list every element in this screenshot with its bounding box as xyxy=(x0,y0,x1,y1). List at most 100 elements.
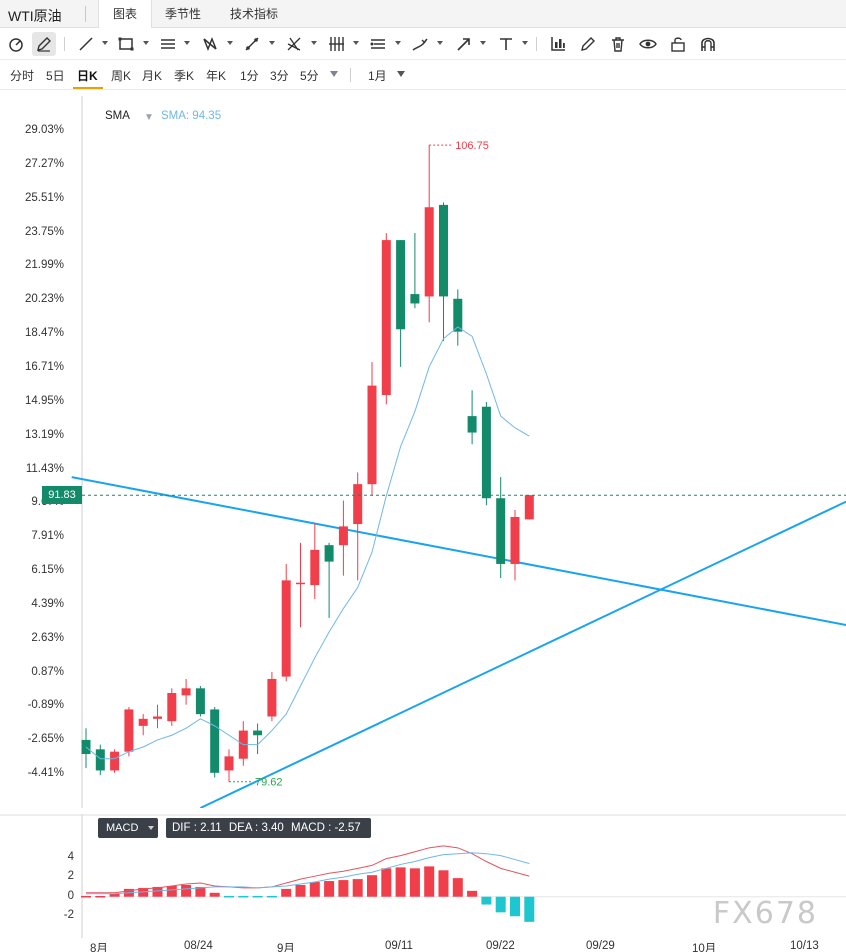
period-5day[interactable]: 5日 xyxy=(46,69,65,83)
magnet-icon[interactable] xyxy=(4,32,28,56)
y-tick-label: 7.91% xyxy=(31,530,64,543)
macd-histogram-bar xyxy=(524,896,535,922)
macd-histogram-bar xyxy=(109,893,120,897)
toolbar-divider xyxy=(64,37,65,51)
fibonacci-icon[interactable] xyxy=(324,32,348,56)
x-tick-label: 09/11 xyxy=(385,940,413,952)
x-tick-label: 8月 xyxy=(90,943,108,952)
top-tab-bar: WTI原油 图表 季节性 技术指标 xyxy=(0,0,846,28)
candle-body xyxy=(367,385,377,485)
tab-chart[interactable]: 图表 xyxy=(98,0,152,28)
trash-icon[interactable] xyxy=(606,32,630,56)
range-selector[interactable]: 1月 xyxy=(368,69,387,83)
y-tick-label: 14.95% xyxy=(24,394,64,407)
period-intraday[interactable]: 分时 xyxy=(10,69,35,83)
period-5min[interactable]: 5分 xyxy=(300,69,319,83)
pen-draw-icon[interactable] xyxy=(32,32,56,56)
candle-body xyxy=(524,495,534,520)
y-tick-label: 27.27% xyxy=(24,157,64,170)
chevron-down-icon[interactable] xyxy=(395,41,401,45)
candle-body xyxy=(467,416,477,433)
text-icon[interactable] xyxy=(494,32,518,56)
period-daily[interactable]: 日K xyxy=(77,69,98,83)
period-monthly[interactable]: 月K xyxy=(142,69,163,83)
brush-icon[interactable] xyxy=(408,32,432,56)
arrow-icon[interactable] xyxy=(452,32,476,56)
chevron-down-icon[interactable] xyxy=(184,41,190,45)
candle-body xyxy=(110,751,120,771)
tab-seasonality[interactable]: 季节性 xyxy=(164,7,201,21)
period-weekly[interactable]: 周K xyxy=(111,69,132,83)
sma-dropdown-chevron-icon[interactable]: ▼ xyxy=(144,112,154,123)
x-tick-label: 10/13 xyxy=(790,940,819,952)
sma-indicator-label[interactable]: SMA xyxy=(105,110,130,122)
gann-icon[interactable] xyxy=(282,32,306,56)
y-tick-label: 23.75% xyxy=(24,225,64,238)
candle-body xyxy=(439,204,448,297)
period-divider xyxy=(350,68,351,82)
candle-body xyxy=(510,517,520,564)
candle-body xyxy=(496,498,506,564)
macd-values-readout: DIF : 2.11 DEA : 3.40 MACD : -2.57 xyxy=(166,818,371,838)
macd-histogram-bar xyxy=(381,868,392,897)
period-1min[interactable]: 1分 xyxy=(240,69,259,83)
macd-histogram-bar xyxy=(152,886,163,897)
chevron-down-icon[interactable] xyxy=(102,41,108,45)
macd-histogram-bar xyxy=(295,884,306,897)
chevron-down-icon[interactable] xyxy=(143,41,149,45)
pattern-icon[interactable] xyxy=(198,32,222,56)
fork-icon[interactable] xyxy=(240,32,264,56)
measure-icon[interactable] xyxy=(366,32,390,56)
y-tick-label: 11.43% xyxy=(25,462,64,475)
macd-histogram-bar xyxy=(452,878,463,897)
macd-y-tick-label: -2 xyxy=(63,909,74,922)
y-tick-label: 21.99% xyxy=(24,259,64,272)
y-tick-label: 16.71% xyxy=(24,360,64,373)
chevron-down-icon[interactable] xyxy=(480,41,486,45)
active-period-indicator xyxy=(73,87,103,89)
y-tick-label: 25.51% xyxy=(24,191,64,204)
period-bar: 分时 5日 日K 周K 月K 季K 年K 1分 3分 5分 1月 xyxy=(0,60,846,90)
eye-icon[interactable] xyxy=(636,32,660,56)
x-tick-label: 09/22 xyxy=(486,940,515,952)
indicator-chart-icon[interactable] xyxy=(546,32,570,56)
magnet-snap-icon[interactable] xyxy=(696,32,720,56)
candle-body xyxy=(95,749,105,771)
pencil-icon[interactable] xyxy=(576,32,600,56)
candle-body xyxy=(381,240,391,395)
x-tick-label: 09/29 xyxy=(586,940,615,952)
period-yearly[interactable]: 年K xyxy=(206,69,227,83)
lock-icon[interactable] xyxy=(666,32,690,56)
candle-body xyxy=(481,406,491,499)
chevron-down-icon[interactable] xyxy=(227,41,233,45)
parallel-channel-icon[interactable] xyxy=(156,32,180,56)
tab-technical-indicators[interactable]: 技术指标 xyxy=(229,7,278,21)
period-3min[interactable]: 3分 xyxy=(270,69,289,83)
rectangle-icon[interactable] xyxy=(114,32,138,56)
range-chevron-icon[interactable] xyxy=(397,71,405,77)
macd-panel[interactable]: 4 2 0 -2 MACD DIF : 2.11 DEA : 3.40 MACD : … xyxy=(0,814,846,938)
macd-dif-line xyxy=(86,845,530,894)
macd-dea-value: DEA : 3.40 xyxy=(228,822,284,834)
candle-body xyxy=(424,207,434,297)
trend-line-icon[interactable] xyxy=(74,32,98,56)
y-tick-label: 0.87% xyxy=(31,665,64,678)
chevron-down-icon[interactable] xyxy=(353,41,359,45)
macd-histogram-bar xyxy=(281,888,292,897)
chevron-down-icon[interactable] xyxy=(269,41,275,45)
instrument-title: WTI原油 xyxy=(8,8,62,24)
macd-histogram-bar xyxy=(395,867,406,897)
chevron-down-icon[interactable] xyxy=(311,41,317,45)
candle-body xyxy=(138,718,148,726)
chevron-down-icon[interactable] xyxy=(522,41,528,45)
macd-histogram-bar xyxy=(424,866,435,897)
chevron-down-icon[interactable] xyxy=(437,41,443,45)
period-quarterly[interactable]: 季K xyxy=(174,69,195,83)
macd-indicator-select[interactable]: MACD xyxy=(98,818,158,838)
more-periods-chevron-icon[interactable] xyxy=(330,71,338,77)
candle-body xyxy=(324,545,334,562)
y-tick-label: 29.03% xyxy=(24,124,64,136)
candlestick-plot[interactable]: 106.75 79.62 xyxy=(0,96,846,808)
candle-body xyxy=(195,688,205,715)
price-chart[interactable]: 106.75 79.62 29.03% 27.27% 25.51% 23.75% 21.9… xyxy=(0,96,846,808)
